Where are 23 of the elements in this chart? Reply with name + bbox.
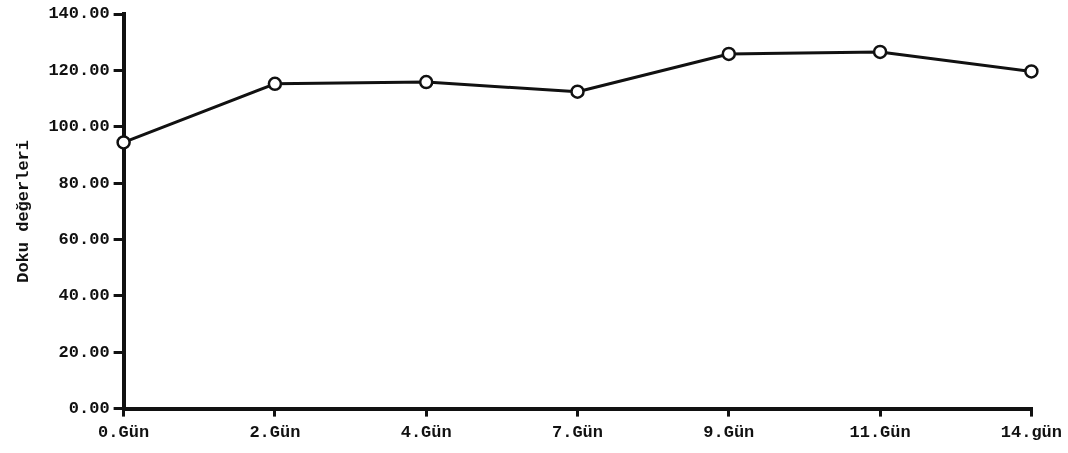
point xyxy=(872,44,888,60)
y-tick-label: 40.00 xyxy=(58,286,110,306)
x-tick-label: 2.Gün xyxy=(249,423,301,443)
y-tick-label: 20.00 xyxy=(58,342,110,362)
y-tick-label: 120.00 xyxy=(48,60,110,80)
x-tick-label: 11.Gün xyxy=(849,423,911,443)
point xyxy=(116,135,131,150)
x-tick-label: 7.Gün xyxy=(551,423,604,443)
x-tick-label: 9.Gün xyxy=(703,423,755,443)
point xyxy=(721,46,737,62)
x-tick-label: 14.gün xyxy=(1000,423,1062,443)
x-tick-label: 4.Gün xyxy=(400,423,452,443)
y-tick-label: 80.00 xyxy=(58,173,110,193)
point xyxy=(570,84,585,99)
point xyxy=(267,76,283,92)
y-tick-label: 100.00 xyxy=(48,117,110,137)
y-tick-label: 0.00 xyxy=(68,398,110,418)
y-axis-title: Doku değerleri xyxy=(14,139,34,283)
y-tick-label: 140.00 xyxy=(48,4,110,24)
point xyxy=(1024,64,1039,79)
y-tick-label: 60.00 xyxy=(58,229,110,249)
point xyxy=(418,74,434,90)
x-tick-label: 0.Gün xyxy=(98,423,150,443)
